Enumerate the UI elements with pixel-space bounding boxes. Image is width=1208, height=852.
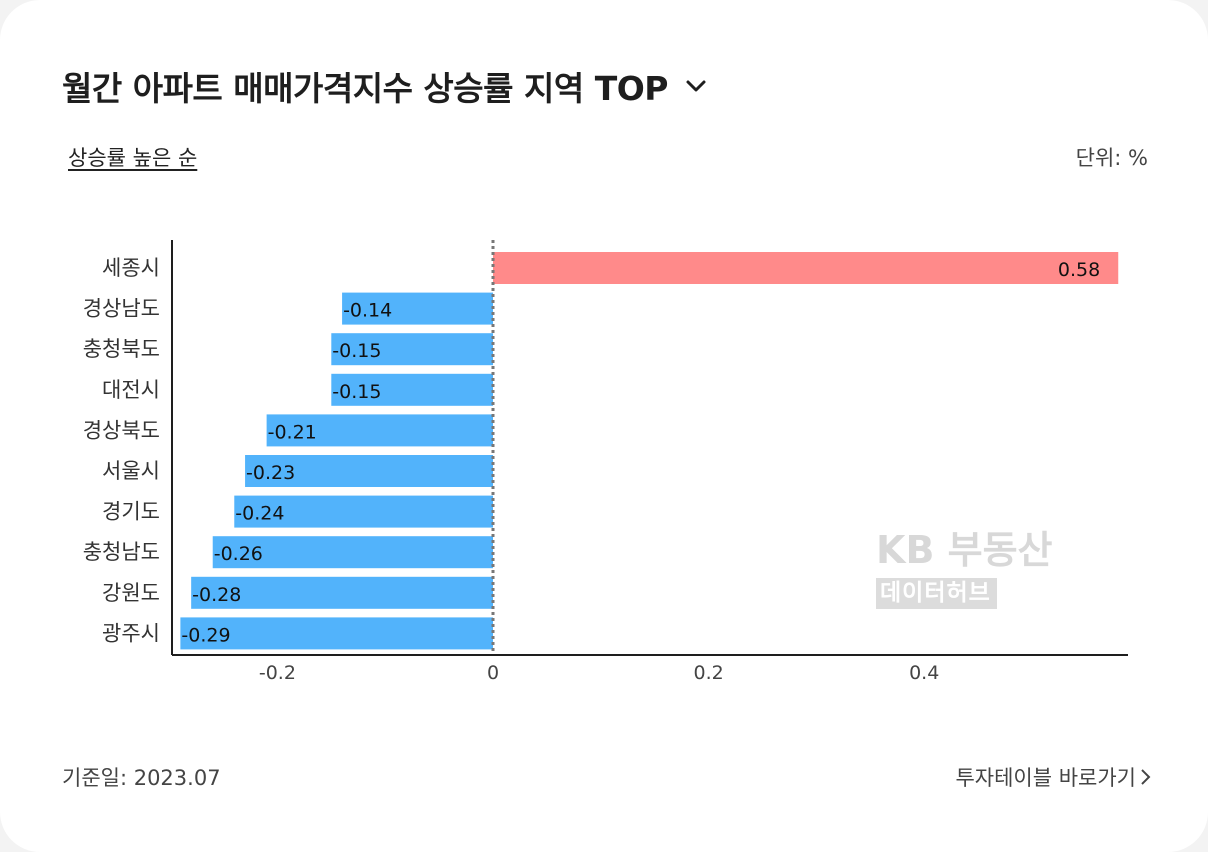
category-label: 경상북도 <box>83 418 160 442</box>
data-label: -0.26 <box>214 543 263 565</box>
category-label: 세종시 <box>102 256 160 280</box>
base-date: 기준일: 2023.07 <box>62 766 221 790</box>
data-label: -0.28 <box>192 584 241 606</box>
title-dropdown[interactable]: 월간 아파트 매매가격지수 상승률 지역 TOP <box>62 62 708 110</box>
category-label: 대전시 <box>102 378 160 402</box>
bar <box>191 576 493 609</box>
category-label: 강원도 <box>102 581 160 605</box>
bar <box>342 292 493 325</box>
category-label: 서울시 <box>102 459 160 483</box>
bar <box>331 333 493 366</box>
x-tick-label: 0.4 <box>909 662 939 684</box>
unit-label: 단위: % <box>1075 146 1148 170</box>
data-label: -0.24 <box>235 503 284 525</box>
data-label: -0.23 <box>246 462 295 484</box>
category-label: 경기도 <box>102 500 160 524</box>
page-title: 월간 아파트 매매가격지수 상승률 지역 TOP <box>62 69 668 108</box>
investment-table-link-label: 투자테이블 바로가기 <box>955 766 1136 790</box>
bar <box>266 414 493 447</box>
category-label: 충청북도 <box>83 337 160 361</box>
bar <box>331 373 493 406</box>
investment-table-link[interactable]: 투자테이블 바로가기 <box>955 762 1152 792</box>
data-label: -0.29 <box>181 624 230 646</box>
category-label: 광주시 <box>102 621 160 645</box>
data-label: -0.15 <box>332 381 381 403</box>
data-label: -0.14 <box>343 300 392 322</box>
bar <box>212 536 493 569</box>
bar <box>234 495 493 528</box>
sort-order-link[interactable]: 상승률 높은 순 <box>68 146 198 170</box>
chevron-down-icon <box>686 80 706 92</box>
bar <box>493 252 1119 284</box>
data-label: 0.58 <box>1058 259 1100 281</box>
bar <box>180 617 493 650</box>
data-label: -0.21 <box>268 421 317 443</box>
x-tick-label: -0.2 <box>259 662 296 684</box>
chevron-right-icon <box>1141 769 1151 785</box>
x-tick-label: 0 <box>487 662 499 684</box>
data-label: -0.15 <box>332 340 381 362</box>
category-label: 경상남도 <box>83 297 160 321</box>
category-label: 충청남도 <box>83 540 160 564</box>
bar <box>245 455 493 487</box>
x-tick-label: 0.2 <box>693 662 723 684</box>
